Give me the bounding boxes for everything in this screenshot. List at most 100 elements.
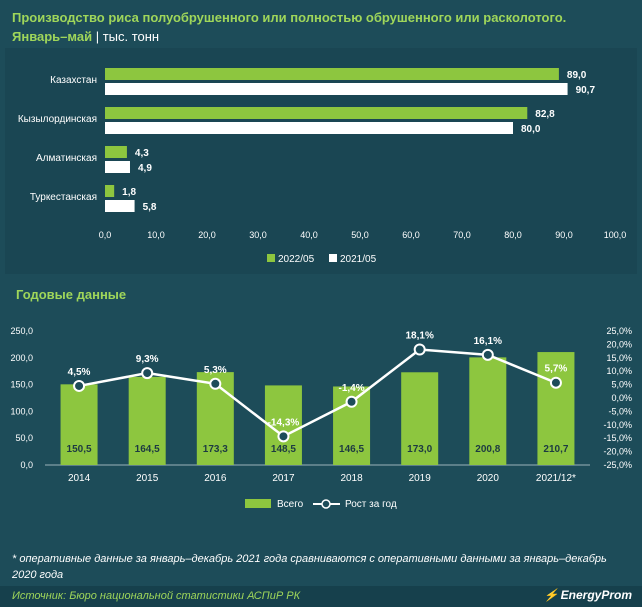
x-tick-label: 80,0: [504, 230, 522, 240]
category-label: Туркестанская: [30, 192, 97, 203]
y-right-tick-label: -10,0%: [603, 420, 632, 430]
bar-total: [469, 357, 507, 465]
energyprom-logo: ⚡ EnergyProm: [544, 588, 632, 602]
footer-bar: Источник: Бюро национальной статистики А…: [0, 586, 642, 607]
growth-point: [277, 430, 290, 443]
data-label: 4,3: [135, 148, 149, 159]
growth-label: 9,3%: [136, 354, 159, 365]
x-tick-label: 10,0: [147, 230, 165, 240]
growth-label: 16,1%: [474, 336, 502, 347]
bar-value-label: 146,5: [339, 444, 364, 455]
growth-label: 5,7%: [545, 364, 568, 375]
growth-point: [549, 376, 562, 389]
x-tick-label: 2014: [68, 473, 91, 484]
y-right-tick-label: -20,0%: [603, 447, 632, 457]
title-line-1: Производство риса полуобрушенного или по…: [12, 10, 567, 25]
growth-line: [78, 348, 557, 438]
bar-2021: [105, 122, 513, 134]
chart-title: Производство риса полуобрушенного или по…: [12, 8, 632, 46]
legend-label-2021: 2021/05: [340, 254, 377, 265]
data-label: 4,9: [138, 163, 152, 174]
bar-2022: [105, 146, 127, 158]
growth-label: 18,1%: [406, 330, 434, 341]
legend-swatch-total: [245, 499, 271, 508]
growth-label: -14,3%: [268, 417, 300, 428]
growth-point: [141, 367, 154, 380]
y-right-tick-label: 0,0%: [611, 393, 632, 403]
bar-total: [128, 376, 166, 465]
x-tick-label: 2019: [409, 473, 432, 484]
bar-2021: [105, 161, 130, 173]
x-tick-label: 2015: [136, 473, 159, 484]
y-left-tick-label: 50,0: [15, 433, 33, 443]
x-tick-label: 2020: [477, 473, 500, 484]
x-tick-label: 70,0: [453, 230, 471, 240]
bar-total: [60, 384, 98, 465]
x-tick-label: 90,0: [555, 230, 573, 240]
y-right-tick-label: -15,0%: [603, 433, 632, 443]
logo-text: EnergyProm: [560, 588, 632, 602]
y-right-tick-label: 25,0%: [606, 326, 632, 336]
title-separator: |: [92, 29, 103, 44]
bar-total: [264, 385, 302, 465]
data-label: 1,8: [122, 187, 136, 198]
growth-point: [73, 379, 86, 392]
legend-label-growth: Рост за год: [345, 499, 397, 510]
category-label: Алматинская: [36, 153, 97, 164]
y-left-tick-label: 250,0: [10, 326, 33, 336]
bar-value-label: 164,5: [135, 444, 160, 455]
growth-point: [209, 377, 222, 390]
x-tick-label: 2017: [272, 473, 295, 484]
x-tick-label: 50,0: [351, 230, 369, 240]
x-tick-label: 0,0: [99, 230, 112, 240]
bar-2021: [105, 200, 135, 212]
y-right-tick-label: 20,0%: [606, 339, 632, 349]
growth-label: 5,3%: [204, 365, 227, 376]
x-tick-label: 2021/12*: [536, 473, 576, 484]
data-label: 80,0: [521, 124, 541, 135]
bar-total: [537, 352, 575, 465]
footnote: * оперативные данные за январь–декабрь 2…: [12, 553, 607, 581]
bar-value-label: 150,5: [67, 444, 92, 455]
data-label: 90,7: [576, 85, 596, 96]
title-unit: тыс. тонн: [102, 29, 160, 44]
data-label: 89,0: [567, 70, 587, 81]
x-tick-label: 20,0: [198, 230, 216, 240]
x-tick-label: 60,0: [402, 230, 420, 240]
growth-point: [481, 348, 494, 361]
bar-2022: [105, 185, 115, 197]
x-tick-label: 2016: [204, 473, 227, 484]
bar-value-label: 173,0: [407, 444, 432, 455]
title-line-2: Январь–май | тыс. тонн: [12, 27, 632, 46]
category-label: Кызылординская: [18, 114, 97, 125]
y-right-tick-label: 15,0%: [606, 353, 632, 363]
legend-swatch-2021: [329, 254, 337, 262]
x-tick-label: 40,0: [300, 230, 318, 240]
growth-point: [413, 343, 426, 356]
y-left-tick-label: 100,0: [10, 406, 33, 416]
legend-marker-growth: [321, 499, 331, 509]
annual-section-title: Годовые данные: [16, 287, 127, 302]
growth-point: [345, 395, 358, 408]
y-right-tick-label: 10,0%: [606, 366, 632, 376]
growth-label: -1,4%: [339, 383, 365, 394]
bar-value-label: 173,3: [203, 444, 228, 455]
bar-value-label: 210,7: [543, 444, 568, 455]
data-label: 82,8: [535, 109, 555, 120]
y-right-tick-label: -25,0%: [603, 460, 632, 470]
bolt-icon: ⚡: [543, 588, 559, 602]
y-right-tick-label: -5,0%: [608, 406, 632, 416]
legend-label-total: Всего: [277, 499, 304, 510]
y-left-tick-label: 200,0: [10, 353, 33, 363]
y-left-tick-label: 150,0: [10, 380, 33, 390]
bar-value-label: 148,5: [271, 444, 296, 455]
growth-label: 4,5%: [68, 367, 91, 378]
bar-value-label: 200,8: [475, 444, 500, 455]
source-text: Источник: Бюро национальной статистики А…: [12, 590, 301, 602]
data-label: 5,8: [143, 202, 157, 213]
category-label: Казахстан: [50, 75, 97, 86]
legend-swatch-2022: [267, 254, 275, 262]
y-left-tick-label: 0,0: [20, 460, 33, 470]
bar-2022: [105, 107, 528, 119]
bar-total: [401, 372, 439, 465]
